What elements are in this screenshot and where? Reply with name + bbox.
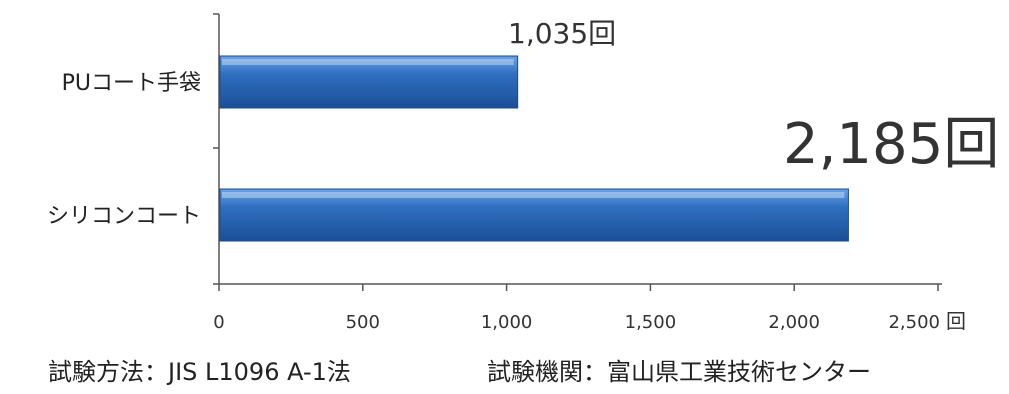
- x-tick-label-1: 500: [346, 312, 380, 333]
- test-method-note: 試験方法：JIS L1096 A-1法: [48, 358, 351, 386]
- bar-highlight-0: [222, 59, 514, 65]
- category-label-1: シリコンコート: [47, 204, 201, 229]
- x-tick-label-4: 2,000: [768, 312, 820, 333]
- bar-highlight-1: [222, 192, 845, 198]
- test-agency-note: 試験機関：富山県工業技術センター: [487, 358, 871, 386]
- x-unit-label: 回: [946, 309, 966, 333]
- x-tick-label-0: 0: [213, 312, 224, 333]
- chart-bars: [219, 55, 849, 242]
- bar-1: [219, 188, 849, 242]
- bar-chart: 0 500 1,000 1,500 2,000 2,500 回 PUコート手袋シリコンコート…: [47, 13, 999, 333]
- x-tick-label-5: 2,500: [888, 312, 940, 333]
- data-label-0: 1,035回: [508, 17, 616, 50]
- data-label-1: 2,185回: [783, 112, 999, 177]
- chart-axes: 0 500 1,000 1,500 2,000 2,500 回: [213, 13, 966, 333]
- bar-0: [219, 55, 519, 109]
- x-tick-label-3: 1,500: [625, 312, 677, 333]
- x-tick-label-2: 1,000: [481, 312, 533, 333]
- category-label-0: PUコート手袋: [62, 71, 201, 96]
